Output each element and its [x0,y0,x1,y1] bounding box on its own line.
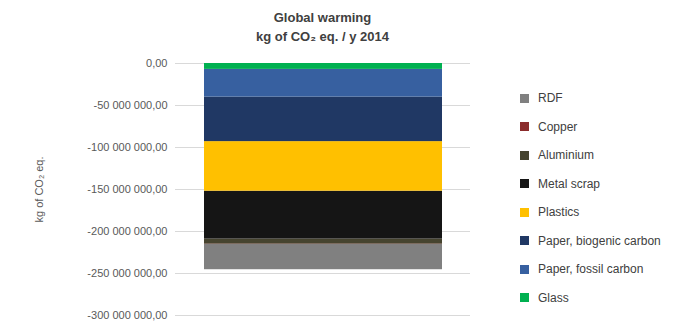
svg-text:-300 000 000,00: -300 000 000,00 [87,309,167,321]
html-text:Aluminium: Aluminium [538,148,594,163]
html-text:Paper, biogenic carbon: Paper, biogenic carbon [538,233,661,248]
svg-text:0,00: 0,00 [146,57,167,69]
svg-text:kg of CO₂ eq.: kg of CO₂ eq. [33,156,45,222]
html-text:Copper: Copper [538,119,578,134]
svg-text:-100 000 000,00: -100 000 000,00 [87,141,167,153]
html-text:Metal scrap: Metal scrap [538,176,600,191]
html-text:kg of CO₂ eq. / y 2014: kg of CO₂ eq. / y 2014 [256,29,389,44]
svg-text:-50 000 000,00: -50 000 000,00 [93,99,167,111]
html-text:RDF: RDF [538,91,563,106]
html-text:Plastics: Plastics [538,205,580,220]
svg-text:-250 000 000,00: -250 000 000,00 [87,267,167,279]
svg-text:-150 000 000,00: -150 000 000,00 [87,183,167,195]
html-text:Global warming: Global warming [273,10,372,25]
html-text:Glass: Glass [538,290,569,305]
svg-text:-200 000 000,00: -200 000 000,00 [87,225,167,237]
html-text:Paper, fossil carbon: Paper, fossil carbon [538,262,644,277]
